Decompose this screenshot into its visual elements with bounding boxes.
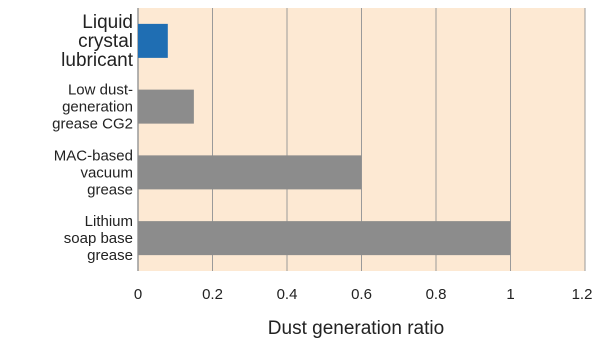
category-label-line: grease CG2 — [52, 116, 133, 133]
x-tick-label: 0.2 — [202, 286, 223, 303]
category-label: Low dust-generation grease CG2 — [52, 82, 133, 133]
bar — [138, 155, 362, 190]
category-label-line: vacuum — [80, 164, 133, 181]
category-label-line: lubricant — [61, 50, 134, 71]
x-tick-labels: 0 0.2 0.4 0.6 0.8 1 1.2 — [134, 286, 593, 303]
x-tick-label: 0.4 — [277, 286, 298, 303]
category-labels: Liquid crystal lubricant Low dust-generatio… — [52, 12, 134, 264]
x-axis-title: Dust generation ratio — [268, 318, 444, 339]
category-label-line: soap base — [64, 230, 133, 247]
category-label-line: grease — [87, 181, 133, 198]
category-label-line: generation — [62, 99, 133, 116]
category-label: MAC-based vacuum grease — [54, 147, 133, 198]
x-tick-label: 0.6 — [351, 286, 372, 303]
x-tick-label: 1 — [506, 286, 514, 303]
bar — [138, 23, 168, 58]
category-label-line: Low dust- — [68, 82, 133, 99]
bar — [138, 89, 194, 124]
category-label: Liquid crystal lubricant — [61, 12, 134, 71]
x-tick-label: 0 — [134, 286, 142, 303]
x-tick-label: 0.8 — [426, 286, 447, 303]
category-label-line: MAC-based — [54, 147, 133, 164]
bars — [138, 23, 511, 256]
category-label-line: Liquid — [82, 12, 133, 33]
category-label-line: grease — [87, 247, 133, 264]
category-label-line: crystal — [78, 31, 133, 52]
bar — [138, 221, 511, 256]
x-tick-label: 1.2 — [572, 286, 593, 303]
category-label: Lithium soap base grease — [64, 213, 133, 264]
category-label-line: Lithium — [85, 213, 133, 230]
